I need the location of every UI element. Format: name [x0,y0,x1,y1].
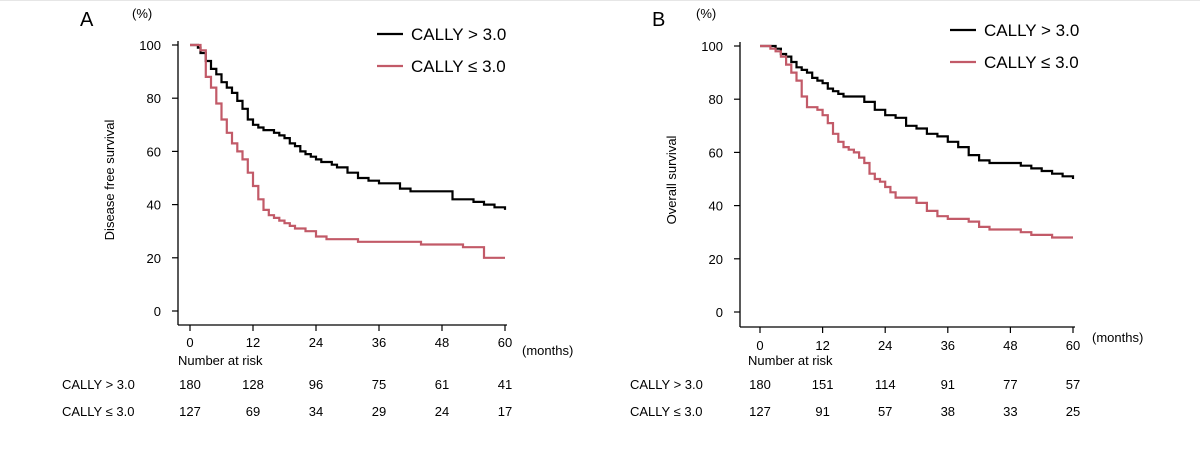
y-unit-label: (%) [696,6,716,21]
y-tick-label: 20 [147,251,161,266]
x-unit-label: (months) [1092,330,1143,345]
y-tick-label: 80 [147,91,161,106]
risk-value-high: 180 [179,377,201,392]
panel-a: A (%) Disease free survival 0 20 40 60 80 100… [62,6,573,419]
risk-value-low: 24 [435,404,449,419]
risk-value-high: 180 [749,377,771,392]
x-tick-label: 24 [309,335,323,350]
risk-value-low: 34 [309,404,323,419]
curves [190,43,507,259]
y-axis-title: Disease free survival [102,120,117,241]
risk-row-label-low: CALLY ≤ 3.0 [630,404,702,419]
panel-label-a: A [80,9,94,31]
risk-value-low: 25 [1066,404,1080,419]
risk-value-low: 127 [179,404,201,419]
survival-curve-high [760,44,1075,179]
risk-table: Number at risk CALLY > 3.0 CALLY ≤ 3.0 1… [630,353,1080,419]
risk-table-title: Number at risk [748,353,833,368]
risk-value-high: 57 [1066,377,1080,392]
survival-curve-low [190,43,505,259]
panel-label-b: B [652,9,665,31]
risk-row-label-low: CALLY ≤ 3.0 [62,404,134,419]
risk-row-label-high: CALLY > 3.0 [630,377,703,392]
curves [760,44,1075,239]
y-tick-label: 40 [709,199,723,214]
risk-value-low: 38 [941,404,955,419]
x-tick-label: 12 [246,335,260,350]
y-axis-title: Overall survival [664,135,679,224]
x-tick-label: 24 [878,338,892,353]
x-tick-label: 12 [815,338,829,353]
panel-b: B (%) Overall survival 0 20 40 60 80 100 0 12 24… [630,6,1143,419]
x-tick-label: 0 [756,338,763,353]
risk-values: 180 128 96 75 61 41 127 69 34 29 24 17 [179,377,512,419]
x-tick-label: 60 [1066,338,1080,353]
risk-value-low: 127 [749,404,771,419]
legend-label-low: CALLY ≤ 3.0 [984,53,1079,72]
risk-value-low: 33 [1003,404,1017,419]
risk-value-high: 61 [435,377,449,392]
y-tick-label: 40 [147,198,161,213]
risk-value-high: 151 [812,377,834,392]
y-tick-label: 0 [716,305,723,320]
risk-table-title: Number at risk [178,353,263,368]
x-unit-label: (months) [522,343,573,358]
risk-value-high: 114 [875,377,896,392]
survival-curve-high [190,43,507,210]
x-tick-label: 36 [941,338,955,353]
legend: CALLY > 3.0 CALLY ≤ 3.0 [377,25,506,76]
risk-value-low: 29 [372,404,386,419]
risk-value-low: 17 [498,404,512,419]
y-tick-label: 100 [701,39,723,54]
risk-values: 180 151 114 91 77 57 127 91 57 38 33 25 [749,377,1080,419]
risk-value-high: 128 [242,377,264,392]
risk-table: Number at risk CALLY > 3.0 CALLY ≤ 3.0 1… [62,353,512,419]
risk-value-low: 91 [815,404,829,419]
risk-row-label-high: CALLY > 3.0 [62,377,135,392]
risk-value-low: 69 [246,404,260,419]
risk-value-high: 75 [372,377,386,392]
axes: 0 20 40 60 80 100 0 12 24 36 48 60 [139,38,512,350]
x-tick-label: 36 [372,335,386,350]
x-tick-label: 60 [498,335,512,350]
legend-label-low: CALLY ≤ 3.0 [411,57,506,76]
risk-value-high: 91 [941,377,955,392]
y-tick-label: 60 [709,145,723,160]
risk-value-low: 57 [878,404,892,419]
survival-curve-low [760,44,1073,239]
y-unit-label: (%) [132,6,152,21]
x-tick-label: 0 [186,335,193,350]
risk-value-high: 77 [1003,377,1017,392]
legend: CALLY > 3.0 CALLY ≤ 3.0 [950,21,1079,72]
legend-label-high: CALLY > 3.0 [411,25,506,44]
risk-value-high: 96 [309,377,323,392]
x-tick-label: 48 [435,335,449,350]
y-tick-label: 100 [139,38,161,53]
risk-value-high: 41 [498,377,512,392]
y-tick-label: 0 [154,304,161,319]
axes: 0 20 40 60 80 100 0 12 24 36 48 60 [701,39,1080,353]
y-tick-label: 60 [147,144,161,159]
x-tick-label: 48 [1003,338,1017,353]
legend-label-high: CALLY > 3.0 [984,21,1079,40]
y-tick-label: 80 [709,92,723,107]
top-divider [0,0,1200,1]
y-tick-label: 20 [709,252,723,267]
